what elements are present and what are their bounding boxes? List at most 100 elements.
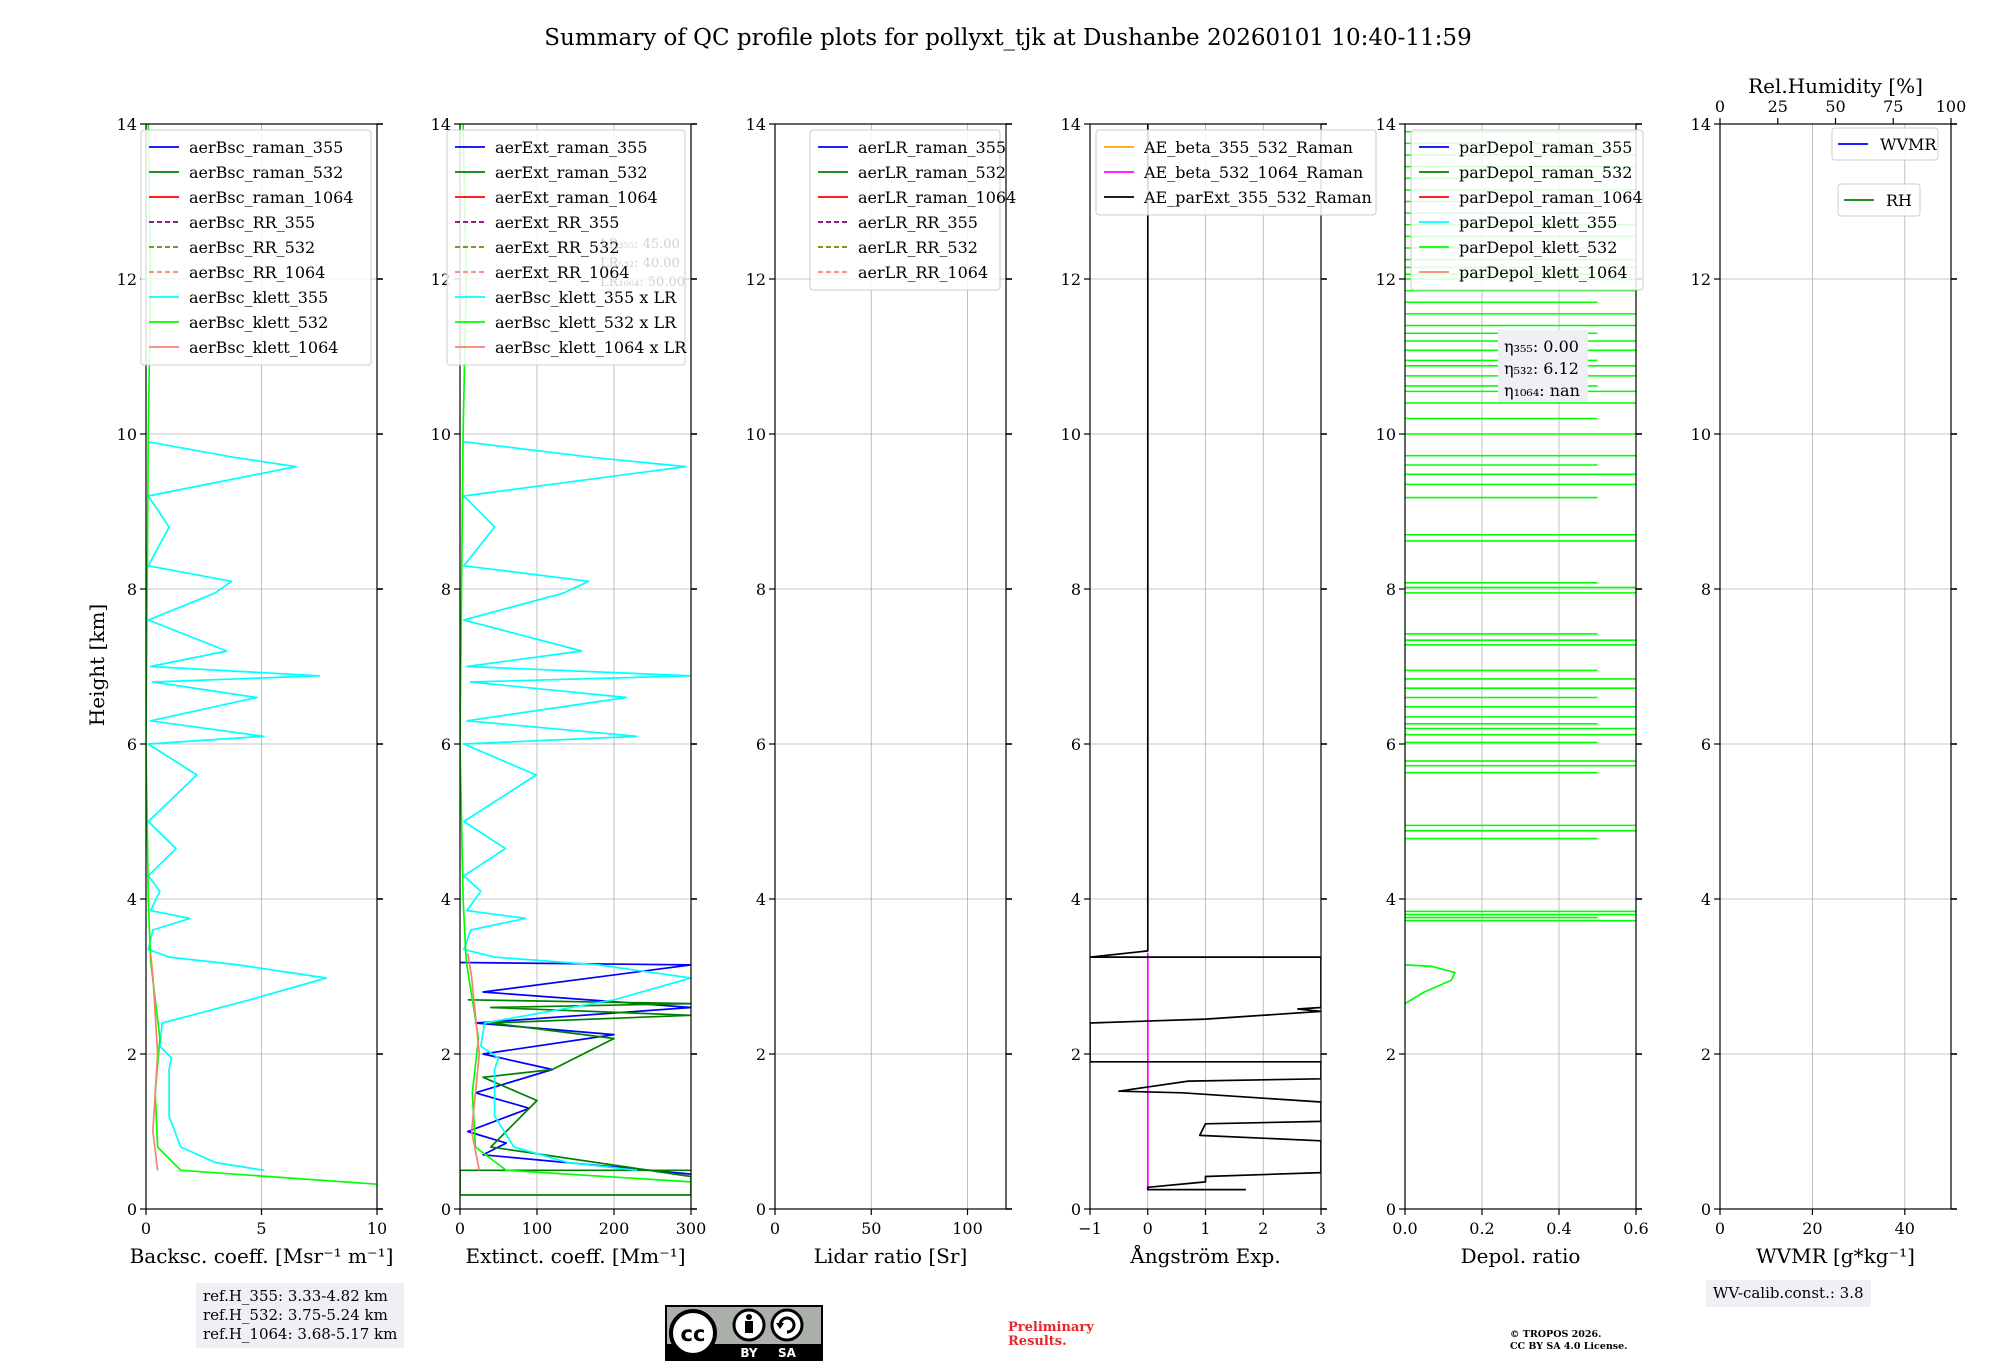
y-tick-label: 10 bbox=[746, 425, 766, 444]
preliminary-line1: Preliminary bbox=[1008, 1320, 1094, 1335]
x-axis-label: WVMR [g*kg⁻¹] bbox=[1756, 1244, 1915, 1268]
wv-calibration-box: WV-calib.const.: 3.8 bbox=[1706, 1280, 1871, 1307]
y-tick-label: 12 bbox=[431, 270, 451, 289]
y-tick-label: 12 bbox=[1061, 270, 1081, 289]
panel-backscatter: 0 2 4 6 8 10 12 14 0 5 10 Backsc. coeff. [Msr⁻¹ m⁻¹… bbox=[85, 115, 393, 1268]
copyright-line2: CC BY SA 4.0 License. bbox=[1510, 1341, 1628, 1352]
legend-label: AE_beta_355_532_Raman bbox=[1143, 138, 1353, 157]
legend-box bbox=[809, 129, 1001, 291]
y-tick-label: 8 bbox=[756, 580, 766, 599]
legend: AE_beta_355_532_Raman AE_beta_532_1064_Ra… bbox=[1095, 129, 1377, 216]
legend-label: aerLR_raman_1064 bbox=[858, 188, 1016, 207]
preliminary-line2: Results. bbox=[1008, 1334, 1067, 1349]
legend-label: aerBsc_klett_532 x LR bbox=[495, 313, 677, 332]
eta-note: η₃₅₅: 0.00 η₅₃₂: 6.12 η₁₀₆₄: nan bbox=[1498, 330, 1588, 402]
x-tick-label: 0.6 bbox=[1623, 1219, 1648, 1238]
legend-label: aerBsc_klett_355 bbox=[189, 288, 328, 307]
y-tick-label: 14 bbox=[117, 115, 137, 134]
series-AE_parExt_355_532_Raman bbox=[1090, 124, 1321, 1191]
legend: aerExt_raman_355 aerExt_raman_532 aerExt_r… bbox=[446, 129, 687, 366]
legend-label: aerLR_raman_532 bbox=[858, 163, 1006, 182]
legend-label: RH bbox=[1886, 191, 1912, 210]
axes-frame bbox=[1404, 123, 1637, 1210]
y-tick-label: 6 bbox=[441, 735, 451, 754]
eta-note-box bbox=[1498, 330, 1588, 402]
wv-calibration-text: WV-calib.const.: 3.8 bbox=[1713, 1284, 1864, 1302]
x-tick-label: 0 bbox=[770, 1219, 780, 1238]
eta-note-line: η₅₃₂: 6.12 bbox=[1504, 359, 1579, 378]
panel-lidar_ratio: 0 2 4 6 8 10 12 14 0 50 100 Lidar ratio [Sr] aerLR_r… bbox=[746, 115, 1017, 1268]
x-axis-label: Backsc. coeff. [Msr⁻¹ m⁻¹] bbox=[130, 1244, 394, 1268]
y-tick-label: 10 bbox=[1691, 425, 1711, 444]
top-tick-label: 50 bbox=[1825, 97, 1845, 116]
y-tick-label: 0 bbox=[756, 1200, 766, 1219]
x-tick-label: 0 bbox=[1715, 1219, 1725, 1238]
series-parDepol_klett_532 bbox=[1405, 964, 1456, 1005]
eta-note-line: η₃₅₅: 0.00 bbox=[1504, 337, 1579, 356]
legend-label: aerBsc_RR_1064 bbox=[189, 263, 325, 282]
y-tick-label: 14 bbox=[431, 115, 451, 134]
y-tick-label: 4 bbox=[1701, 890, 1711, 909]
legend-box bbox=[140, 129, 372, 366]
legend-label: aerBsc_RR_355 bbox=[189, 213, 315, 232]
legend-label: aerBsc_RR_532 bbox=[189, 238, 315, 257]
legend-label: AE_beta_532_1064_Raman bbox=[1143, 163, 1363, 182]
lr-note-line: LR₃₅₅: 45.00 bbox=[600, 237, 680, 252]
ref-height-532: ref.H_532: 3.75-5.24 km bbox=[203, 1306, 388, 1324]
series-aerBsc_klett_1064 x LR bbox=[466, 953, 481, 1171]
x-axis-label: Depol. ratio bbox=[1461, 1244, 1581, 1268]
x-tick-label: 200 bbox=[599, 1219, 630, 1238]
cc-sa-label: SA bbox=[778, 1346, 797, 1360]
series-aerExt_raman_355 bbox=[460, 961, 691, 1175]
legend: aerLR_raman_355 aerLR_raman_532 aerLR_rama… bbox=[809, 129, 1016, 291]
top-axis-label: Rel.Humidity [%] bbox=[1748, 74, 1923, 98]
y-tick-label: 2 bbox=[1701, 1045, 1711, 1064]
y-tick-label: 8 bbox=[441, 580, 451, 599]
legend-label: aerExt_RR_532 bbox=[495, 238, 619, 257]
y-tick-label: 2 bbox=[1386, 1045, 1396, 1064]
y-tick-label: 0 bbox=[441, 1200, 451, 1219]
x-tick-label: 1 bbox=[1200, 1219, 1210, 1238]
y-tick-label: 8 bbox=[1386, 580, 1396, 599]
y-tick-label: 10 bbox=[1061, 425, 1081, 444]
top-tick-label: 0 bbox=[1715, 97, 1725, 116]
y-tick-label: 4 bbox=[756, 890, 766, 909]
x-axis-label: Lidar ratio [Sr] bbox=[814, 1244, 968, 1268]
x-tick-label: 100 bbox=[522, 1219, 553, 1238]
legend-label: parDepol_raman_532 bbox=[1459, 163, 1632, 182]
legend-label: WVMR bbox=[1880, 135, 1937, 154]
legend-box bbox=[1831, 127, 1939, 161]
legend-box bbox=[1837, 183, 1921, 217]
y-tick-label: 2 bbox=[756, 1045, 766, 1064]
axes-frame bbox=[459, 123, 692, 1210]
x-tick-label: 10 bbox=[367, 1219, 387, 1238]
y-tick-label: 0 bbox=[127, 1200, 137, 1219]
legend-label: aerExt_RR_1064 bbox=[495, 263, 630, 282]
y-tick-label: 0 bbox=[1701, 1200, 1711, 1219]
copyright-line1: © TROPOS 2026. bbox=[1510, 1329, 1602, 1340]
legend-label: parDepol_raman_355 bbox=[1459, 138, 1632, 157]
legend-label: parDepol_klett_1064 bbox=[1459, 263, 1628, 282]
legend-label: aerExt_raman_355 bbox=[495, 138, 648, 157]
x-tick-label: 20 bbox=[1802, 1219, 1822, 1238]
y-tick-label: 4 bbox=[441, 890, 451, 909]
legend-box bbox=[446, 129, 686, 366]
y-tick-label: 6 bbox=[1701, 735, 1711, 754]
x-tick-label: 2 bbox=[1258, 1219, 1268, 1238]
legend: parDepol_raman_355 parDepol_raman_532 parD… bbox=[1410, 129, 1644, 291]
axes-frame bbox=[774, 123, 1007, 1210]
copyright-note: © TROPOS 2026. CC BY SA 4.0 License. bbox=[1510, 1329, 1700, 1353]
legend-label: aerBsc_raman_532 bbox=[189, 163, 343, 182]
lr-note-line: LR₁₀₆₄: 50.00 bbox=[600, 275, 685, 290]
legend-label: aerBsc_raman_355 bbox=[189, 138, 343, 157]
legend-label: aerExt_raman_1064 bbox=[495, 188, 658, 207]
panel-depol: 0 2 4 6 8 10 12 14 0.0 0.2 0.4 0.6 Depol. ratio parDe… bbox=[1376, 115, 1649, 1268]
legend-label: parDepol_raman_1064 bbox=[1459, 188, 1643, 207]
y-tick-label: 14 bbox=[1061, 115, 1081, 134]
legend-label: aerLR_RR_1064 bbox=[858, 263, 988, 282]
y-tick-label: 10 bbox=[117, 425, 137, 444]
series-aerBsc_klett_355 x LR bbox=[463, 440, 691, 1172]
y-tick-label: 12 bbox=[1376, 270, 1396, 289]
